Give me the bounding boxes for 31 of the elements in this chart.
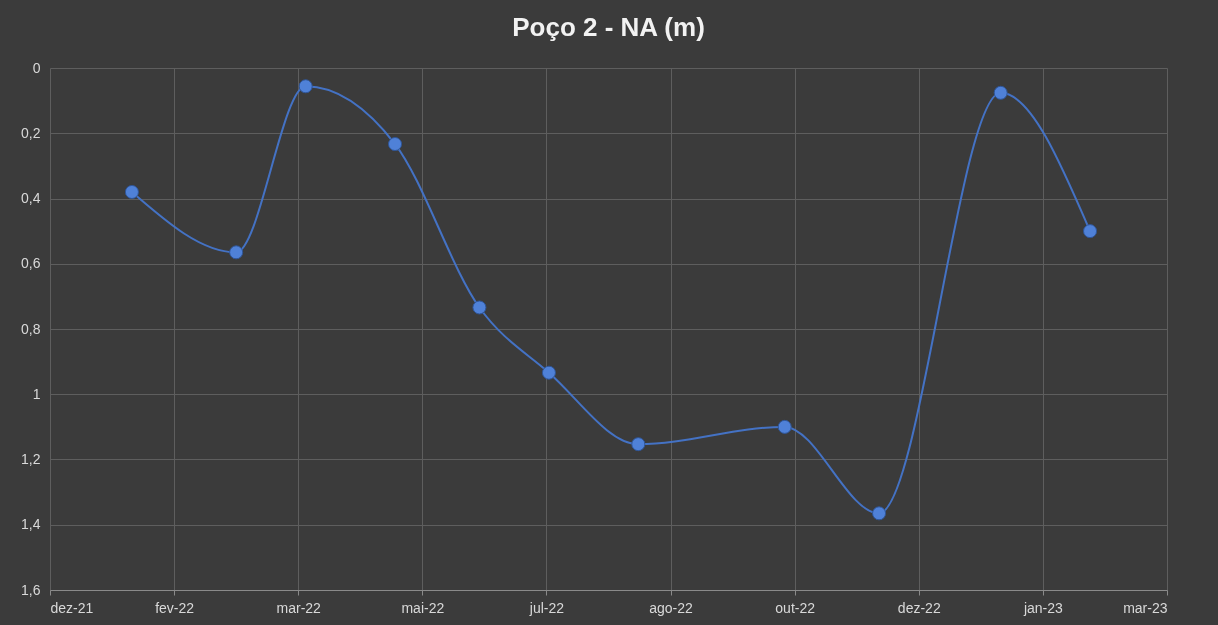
x-tick-label: ago-22 [649, 599, 694, 616]
x-tick-label: out-22 [775, 599, 816, 616]
point [872, 506, 887, 521]
chart-title: Poço 2 - NA (m) [512, 12, 705, 42]
point [124, 184, 139, 199]
y-tick-label: 0 [32, 59, 41, 76]
x-tick-label: mar-23 [1123, 599, 1168, 616]
x-tick-label: dez-21 [50, 599, 94, 616]
x-tick-label: dez-22 [897, 599, 941, 616]
point [777, 419, 792, 434]
x-tick-label: mai-22 [401, 599, 445, 616]
point [541, 365, 556, 380]
point [993, 85, 1008, 100]
point [472, 300, 487, 315]
y-tick-label: 0,2 [21, 124, 41, 141]
y-tick-label: 0,8 [21, 320, 41, 337]
y-tick-label: 1,2 [21, 451, 41, 467]
y-tick-label: 0,4 [21, 190, 41, 206]
x-tick-label: fev-22 [155, 599, 195, 616]
y-tick-label: 0,6 [21, 255, 41, 272]
y-tick-label: 1 [32, 385, 41, 402]
x-tick-label: mar-22 [276, 599, 322, 616]
point [631, 437, 646, 452]
point [388, 137, 403, 152]
y-tick-label: 1,4 [21, 516, 41, 533]
point [1083, 224, 1098, 239]
point [229, 245, 244, 260]
y-tick-label: 1,6 [21, 581, 41, 598]
x-tick-label: jul-22 [528, 599, 565, 616]
x-tick-label: jan-23 [1022, 599, 1064, 616]
point [298, 79, 313, 94]
